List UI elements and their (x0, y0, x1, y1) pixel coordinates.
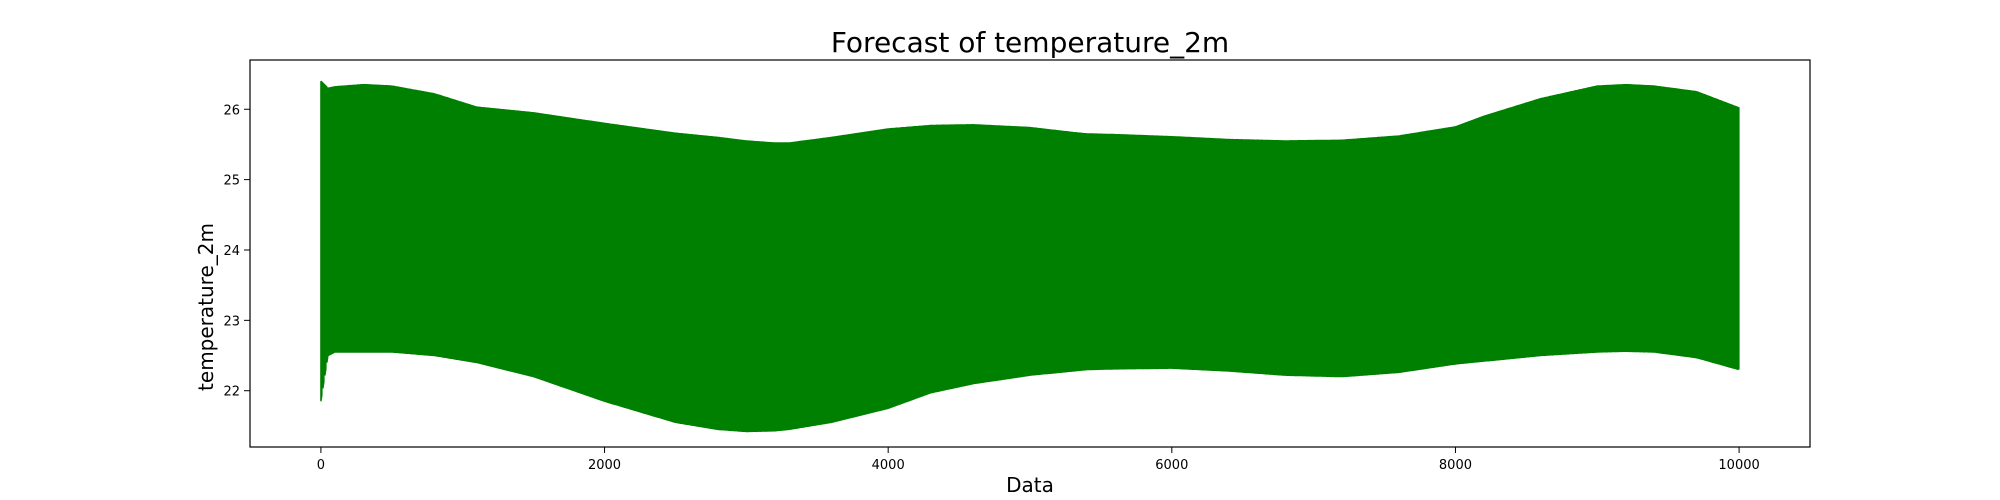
chart-title: Forecast of temperature_2m (831, 26, 1229, 59)
x-axis: 0 2000 4000 6000 8000 10000 (317, 447, 1760, 473)
plot-area (320, 80, 1740, 433)
x-tick-label: 0 (317, 458, 325, 473)
x-tick-label: 6000 (1155, 458, 1188, 473)
y-tick-label: 23 (223, 314, 240, 329)
plot-frame (249, 59, 1811, 448)
x-tick-label: 2000 (588, 458, 621, 473)
y-tick-label: 26 (223, 103, 240, 118)
x-axis-label: Data (1006, 473, 1054, 497)
y-axis: 22 23 24 25 26 (223, 103, 250, 400)
series-line-0 (320, 80, 1740, 433)
y-tick-label: 22 (223, 385, 240, 400)
x-tick-label: 10000 (1718, 458, 1759, 473)
y-tick-label: 24 (223, 244, 240, 259)
x-tick-label: 8000 (1439, 458, 1472, 473)
y-axis-label: temperature_2m (194, 223, 218, 391)
x-tick-label: 4000 (872, 458, 905, 473)
y-tick-label: 25 (223, 174, 240, 189)
